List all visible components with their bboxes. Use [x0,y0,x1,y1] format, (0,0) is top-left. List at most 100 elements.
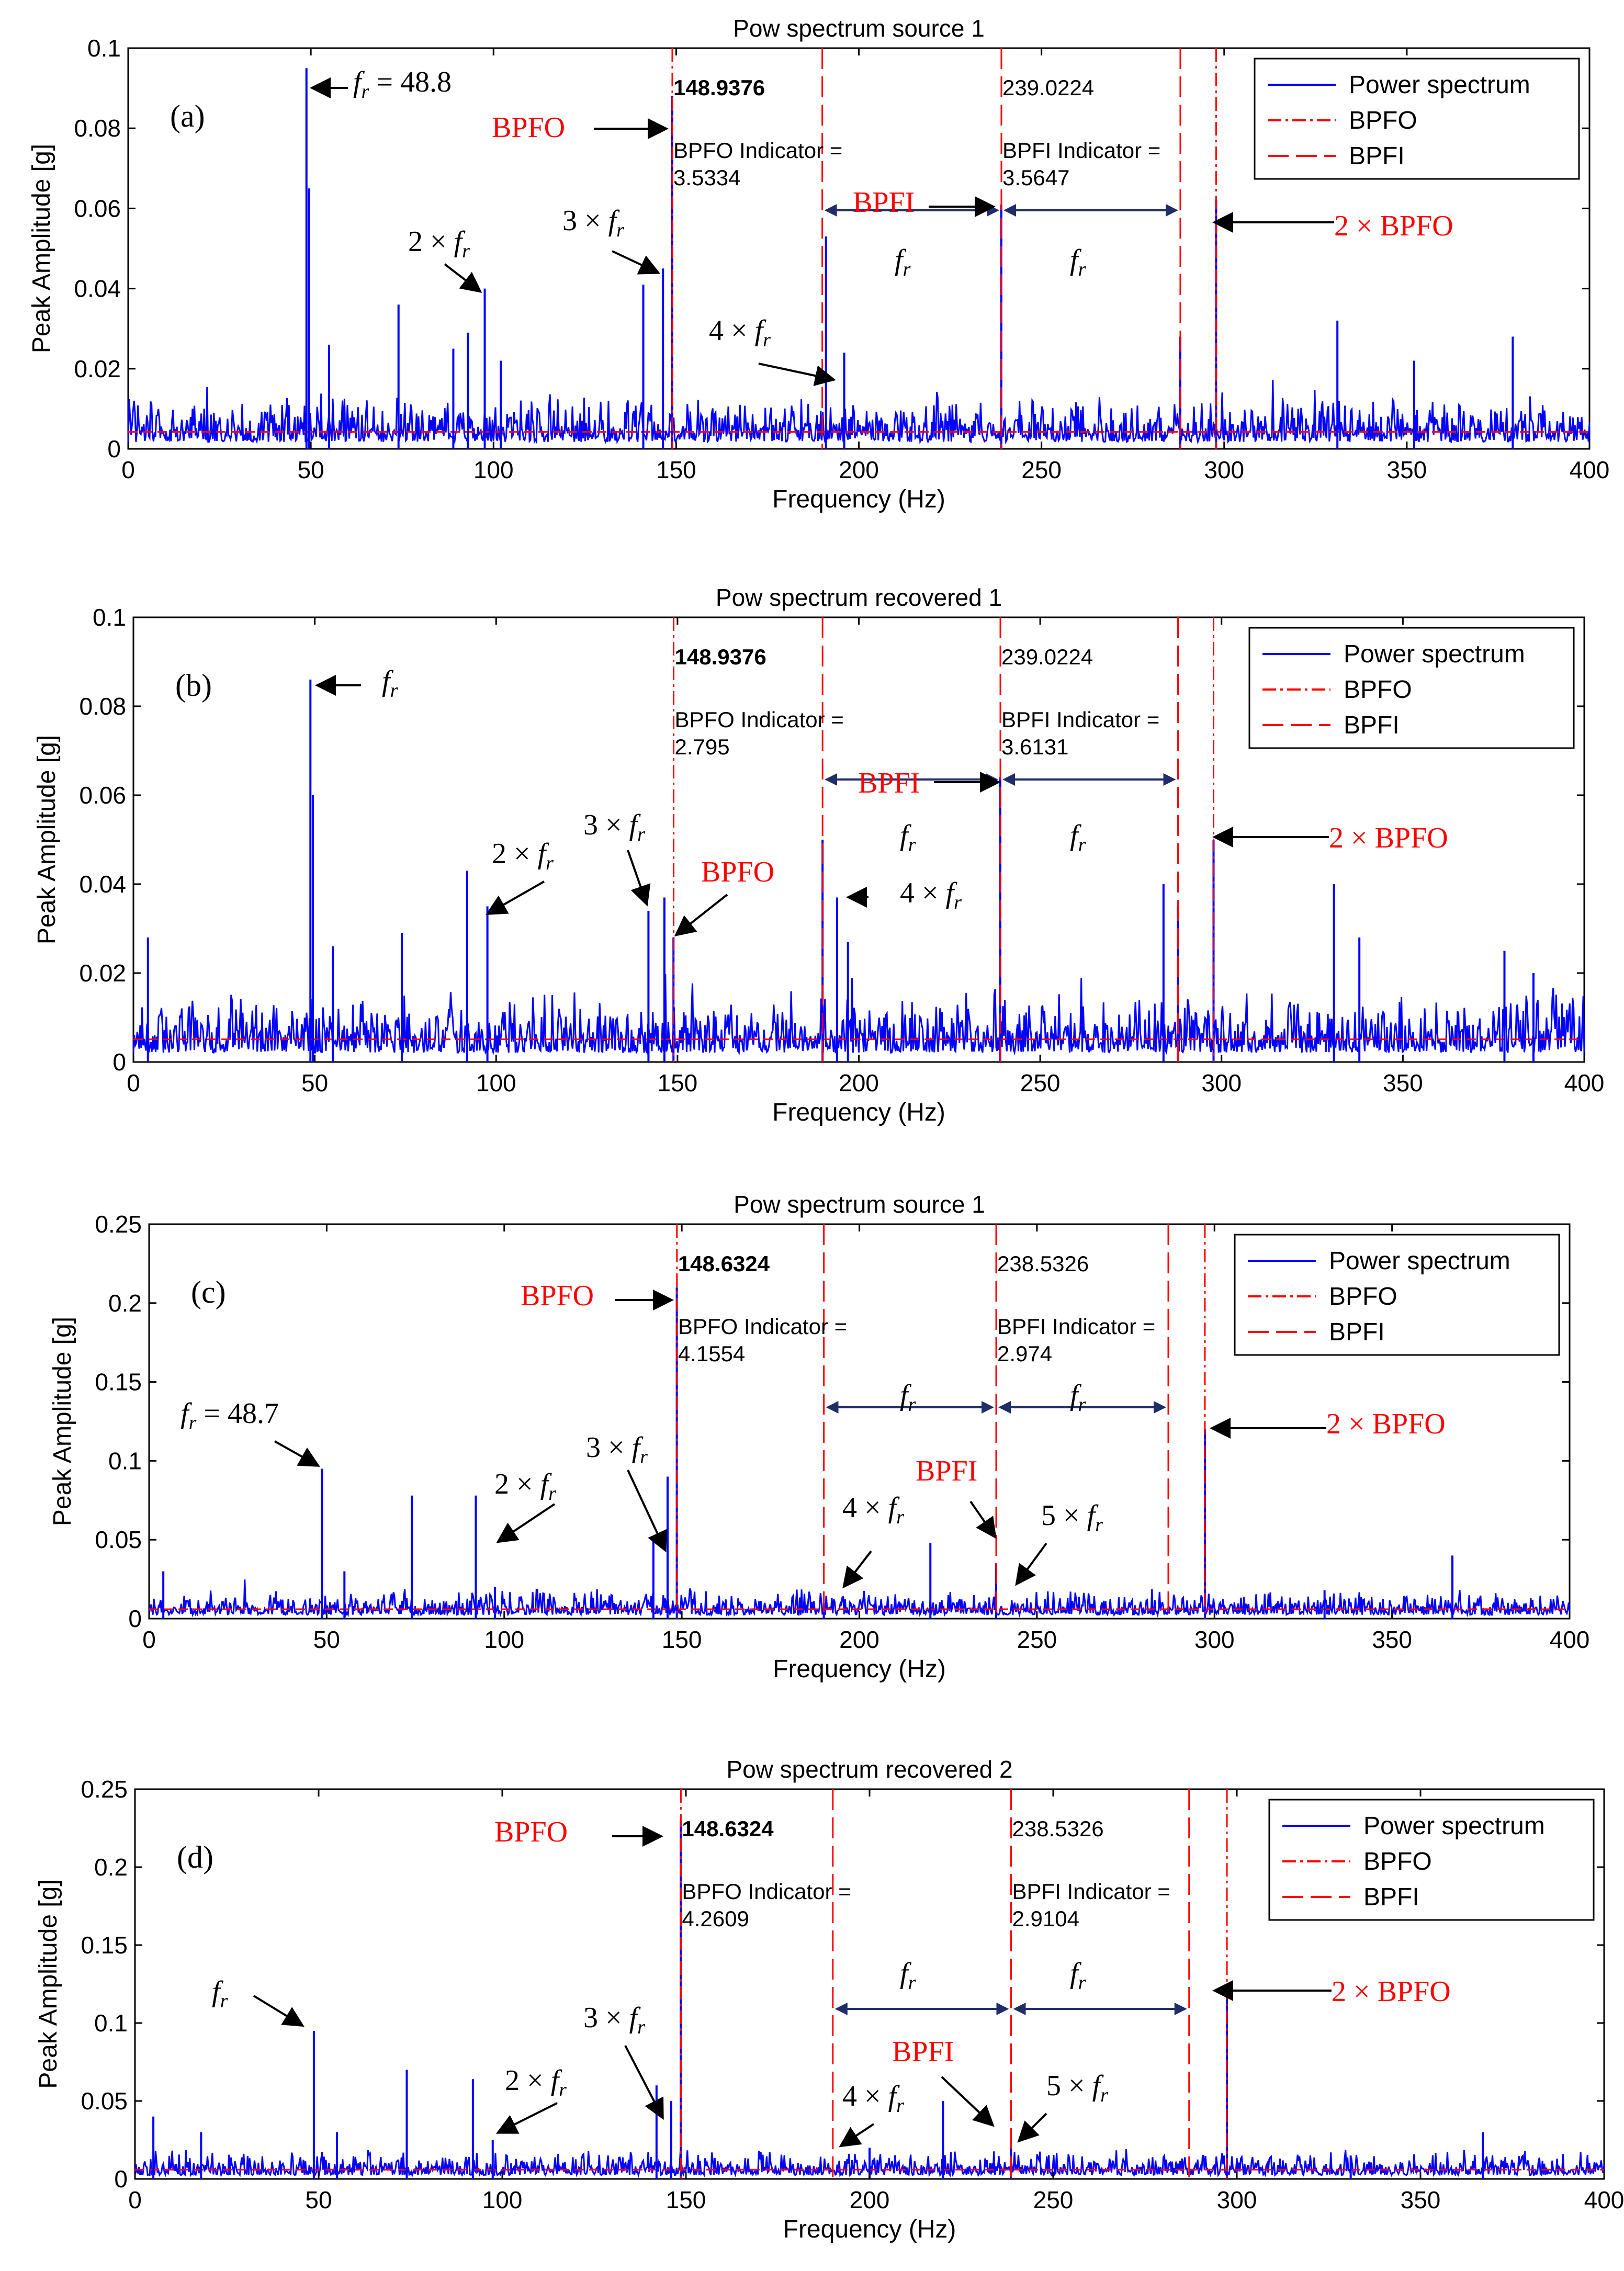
annotation-arrow [496,1503,556,1543]
y-axis-label: Peak Amplitude [g] [49,1317,76,1526]
x-tick-label: 200 [839,456,879,483]
x-axis-label: Frequency (Hz) [772,1099,945,1126]
bpfi-frequency-text: 238.5326 [997,1251,1089,1276]
x-tick-label: 350 [1383,1069,1423,1097]
annotation-arrow [612,250,661,275]
bpfi-indicator-label: BPFI Indicator = [1012,1879,1170,1904]
annotation-label: 3 × fr [586,1431,648,1468]
y-tick-label: 0.05 [95,1526,142,1553]
annotation-label: BPFO [521,1280,594,1312]
annotation-label: 4 × fr [709,314,771,351]
annotation-arrow [253,1995,304,2027]
bpfi-indicator-label: BPFI Indicator = [1001,707,1159,732]
y-tick-label: 0.1 [108,1447,142,1474]
panel-label: (c) [191,1275,226,1309]
x-tick-label: 300 [1194,1626,1235,1653]
x-tick-label: 50 [298,456,324,483]
annotation-label: fr = 48.7 [181,1397,279,1434]
chart-title: Pow spectrum recovered 2 [726,1756,1012,1783]
x-tick-label: 150 [656,456,696,483]
annotation-arrow [758,363,836,386]
legend-label: BPFI [1344,711,1400,739]
x-tick-label: 100 [484,1626,524,1653]
legend-label: Power spectrum [1329,1247,1510,1275]
legend-box [1234,1234,1560,1356]
annotation-arrow [274,1440,320,1467]
annotation-label: 4 × fr [900,877,962,913]
annotation-label: 2 × BPFO [1329,822,1448,854]
x-tick-label: 50 [305,2186,332,2213]
x-tick-label: 200 [839,1069,879,1097]
legend-box [1268,1799,1595,1921]
annotation-label: 4 × fr [842,2080,904,2117]
x-tick-label: 100 [482,2186,523,2213]
x-tick-label: 250 [1021,456,1062,483]
plot-area [148,1223,1571,1620]
legend-label: Power spectrum [1363,1812,1545,1840]
x-tick-label: 0 [142,1626,156,1653]
bpfo-indicator-label: BPFO Indicator = [678,1314,847,1339]
legend-label: Power spectrum [1349,71,1530,99]
bpfi-indicator-label: BPFI Indicator = [997,1314,1155,1339]
x-tick-label: 50 [313,1626,340,1653]
bpfo-indicator-value: 3.5334 [673,165,740,190]
annotation-label: BPFI [858,767,920,799]
annotation-label: 2 × BPFO [1334,210,1453,242]
annotation-label: 4 × fr [842,1492,904,1528]
legend-box [1254,58,1580,180]
bpfo-indicator-value: 4.1554 [678,1341,745,1366]
x-tick-label: 100 [473,456,514,483]
x-tick-label: 400 [1584,2186,1624,2213]
y-tick-label: 0.06 [79,782,126,809]
x-tick-label: 50 [301,1069,328,1097]
x-tick-label: 300 [1201,1069,1242,1097]
bpfo-indicator-label: BPFO Indicator = [673,138,842,163]
annotation-arrow [627,850,651,907]
y-tick-label: 0.08 [74,115,121,142]
bpfo-indicator-label: BPFO Indicator = [675,707,844,732]
y-tick-label: 0.1 [93,604,126,631]
x-tick-label: 100 [476,1069,516,1097]
bpfo-frequency-text: 148.6324 [678,1251,770,1276]
y-tick-label: 0 [114,2165,128,2193]
annotation-arrow [486,880,545,915]
annotation-arrow [674,894,728,936]
bpfo-indicator-value: 2.795 [675,735,730,759]
y-tick-label: 0.04 [74,275,121,302]
bpfi-indicator-value: 3.5647 [1002,165,1069,190]
x-tick-label: 200 [850,2186,890,2213]
annotation-label: BPFI [892,2036,954,2068]
y-tick-label: 0.25 [95,1211,142,1238]
annotation-label: 2 × fr [408,225,470,262]
y-tick-label: 0.02 [74,355,121,382]
annotation-label: 2 × BPFO [1326,1408,1446,1440]
y-tick-label: 0.04 [79,871,126,898]
y-tick-label: 0.15 [81,1931,128,1959]
bpfo-frequency-text: 148.9376 [675,645,766,669]
x-tick-label: 150 [662,1626,702,1653]
panel-label: (b) [175,668,212,703]
annotation-arrow [839,2123,875,2148]
x-tick-label: 0 [128,2186,142,2213]
spectrum-line [148,1579,1571,1618]
legend-label: BPFI [1363,1883,1419,1911]
annotation-label: BPFI [853,186,915,219]
annotation-label: BPFO [494,1816,568,1848]
annotation-label: 2 × BPFO [1332,1975,1451,2008]
y-tick-label: 0.05 [81,2087,128,2115]
x-tick-label: 200 [839,1626,879,1653]
legend-label: BPFO [1363,1848,1432,1875]
y-tick-label: 0.2 [108,1290,142,1317]
bpfi-frequency-text: 239.0224 [1001,645,1093,669]
annotation-label: 3 × fr [583,2002,645,2038]
y-tick-label: 0.1 [94,2009,128,2037]
y-tick-label: 0.15 [95,1369,142,1396]
y-axis-label: Peak Amplitude [g] [35,1879,62,2088]
spectrum-line [127,380,1591,445]
legend-label: BPFO [1344,676,1412,704]
x-tick-label: 150 [666,2186,706,2213]
x-tick-label: 400 [1564,1069,1605,1097]
x-tick-label: 150 [658,1069,698,1097]
x-axis-label: Frequency (Hz) [783,2216,956,2243]
